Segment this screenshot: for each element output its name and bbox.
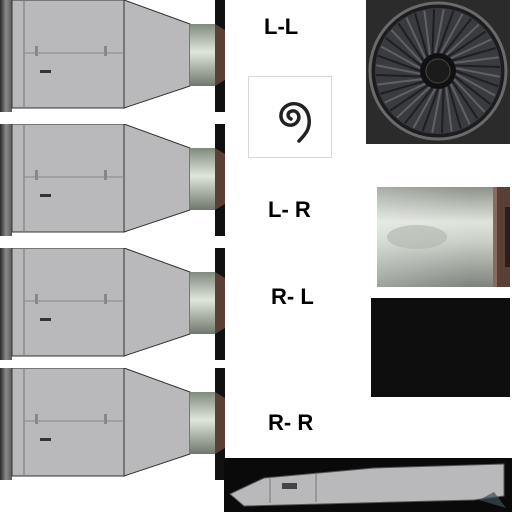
nacelle-texture-1	[0, 0, 230, 112]
exhaust-texture	[377, 187, 510, 287]
turbofan-intake-icon	[366, 0, 510, 144]
nacelle-texture-3	[0, 248, 230, 360]
label-r-r: R- R	[268, 410, 314, 435]
nacelle-texture-2	[0, 124, 230, 236]
pylon-texture	[224, 458, 512, 512]
black-panel	[371, 298, 510, 397]
nacelle-texture-4	[0, 368, 230, 480]
label-r-l: R- L	[271, 284, 314, 309]
spinner-swirl-icon	[248, 76, 332, 158]
label-l-r: L- R	[268, 197, 311, 222]
label-l-l: L-L	[264, 14, 299, 39]
